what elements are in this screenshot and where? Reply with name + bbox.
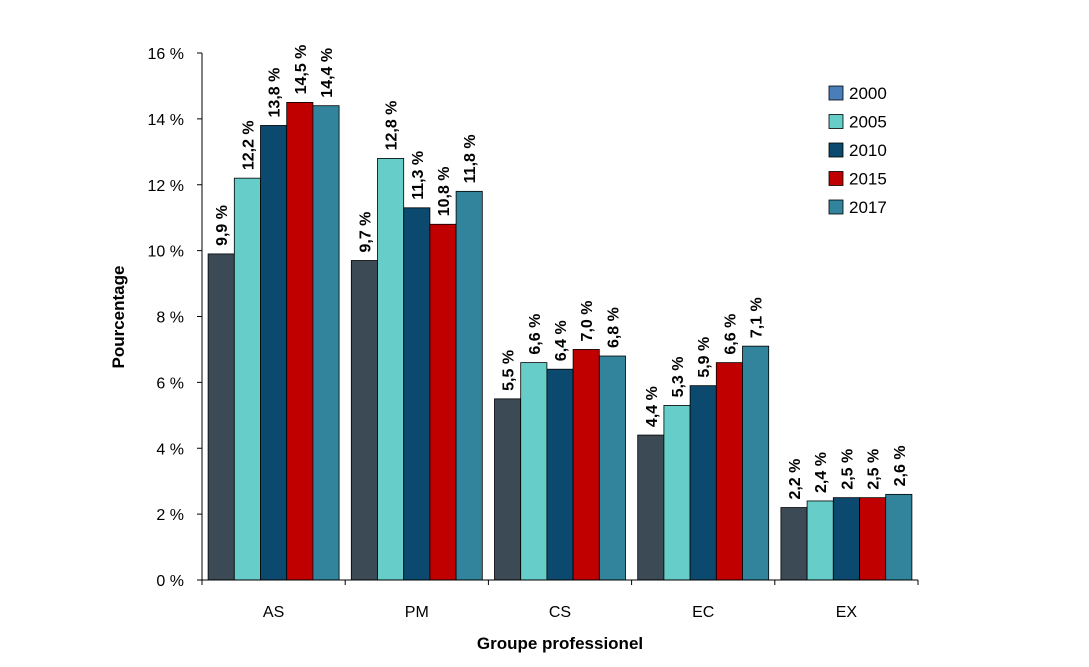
bar-pm-2005 bbox=[377, 157, 405, 581]
legend-label-2015: 2015 bbox=[849, 170, 887, 189]
y-tick-label: 0 % bbox=[156, 573, 184, 590]
legend-swatch-2005 bbox=[828, 114, 844, 129]
legend-swatch-2017 bbox=[828, 199, 844, 215]
y-tick-label: 12 % bbox=[148, 178, 184, 195]
data-label: 7,0 % bbox=[579, 301, 596, 342]
data-label: 12,2 % bbox=[240, 120, 257, 170]
data-label: 2,5 % bbox=[866, 449, 883, 490]
data-label: 9,9 % bbox=[214, 205, 231, 246]
data-label: 7,1 % bbox=[749, 297, 766, 338]
bar-as-2000 bbox=[207, 253, 235, 581]
bar-cs-2010 bbox=[546, 368, 574, 581]
data-label: 10,8 % bbox=[436, 166, 453, 216]
bar-cs-2005 bbox=[520, 362, 548, 581]
bar-pm-2010 bbox=[403, 207, 431, 581]
bar-cs-2000 bbox=[494, 398, 522, 581]
y-axis-title: Pourcentage bbox=[109, 266, 128, 369]
bar-ex-2010 bbox=[832, 497, 860, 581]
bar-pm-2000 bbox=[350, 260, 378, 581]
data-label: 11,8 % bbox=[462, 134, 479, 183]
y-tick-label: 8 % bbox=[156, 310, 184, 327]
legend-swatch-2000 bbox=[828, 85, 844, 101]
bar-ex-2005 bbox=[806, 500, 834, 581]
data-label: 2,2 % bbox=[787, 459, 804, 500]
data-label: 2,6 % bbox=[892, 445, 909, 486]
legend-label-2010: 2010 bbox=[849, 141, 887, 160]
data-label: 5,9 % bbox=[696, 337, 713, 378]
y-tick-label: 2 % bbox=[156, 507, 184, 524]
data-labels: 9,9 % 12,2 % 13,8 % 14,5 % 14,4 % 9,7 % 12,8 %… bbox=[214, 45, 909, 500]
bar-as-2015 bbox=[286, 102, 314, 581]
bar-ec-2000 bbox=[637, 434, 665, 581]
bars bbox=[207, 102, 913, 581]
y-tick-label: 14 % bbox=[148, 112, 184, 129]
data-label: 12,8 % bbox=[384, 101, 401, 151]
data-label: 11,3 % bbox=[410, 151, 427, 200]
y-tick-label: 6 % bbox=[156, 375, 184, 392]
x-tick-label: EC bbox=[692, 604, 714, 621]
y-axis-ticks: 0 % 2 % 4 % 6 % 8 % 10 % 12 % 14 % 16 % bbox=[148, 46, 202, 590]
bar-pm-2017 bbox=[455, 190, 483, 581]
legend-label-2017: 2017 bbox=[849, 198, 887, 217]
bar-as-2017 bbox=[312, 105, 340, 581]
legend-label-2000: 2000 bbox=[849, 84, 887, 103]
bar-ec-2017 bbox=[742, 345, 770, 581]
data-label: 5,3 % bbox=[670, 357, 687, 398]
bar-as-2005 bbox=[233, 177, 261, 581]
bar-ec-2005 bbox=[663, 405, 691, 581]
bar-ec-2015 bbox=[715, 362, 743, 581]
data-label: 4,4 % bbox=[644, 386, 661, 427]
data-label: 13,8 % bbox=[267, 68, 284, 118]
bar-ex-2015 bbox=[859, 497, 887, 581]
data-label: 14,4 % bbox=[319, 48, 336, 98]
legend-swatch-2010 bbox=[828, 142, 844, 158]
bar-as-2010 bbox=[260, 125, 288, 581]
x-tick-label: PM bbox=[405, 604, 429, 621]
data-label: 6,6 % bbox=[527, 314, 544, 355]
x-axis-ticks: AS PM CS EC EX bbox=[201, 580, 919, 621]
data-label: 5,5 % bbox=[501, 350, 518, 391]
x-tick-label: EX bbox=[836, 604, 858, 621]
data-label: 9,7 % bbox=[357, 212, 374, 253]
x-tick-label: CS bbox=[549, 604, 571, 621]
bar-ec-2010 bbox=[689, 385, 717, 581]
data-label: 14,5 % bbox=[293, 45, 310, 95]
x-axis-title: Groupe professionel bbox=[477, 634, 643, 653]
data-label: 6,6 % bbox=[722, 314, 739, 355]
data-label: 2,4 % bbox=[813, 452, 830, 493]
bar-ex-2017 bbox=[885, 493, 913, 581]
legend: 2000 2005 2010 2015 2017 bbox=[828, 84, 887, 217]
bar-ex-2000 bbox=[780, 507, 808, 581]
legend-label-2005: 2005 bbox=[849, 113, 887, 132]
data-label: 2,5 % bbox=[839, 449, 856, 490]
y-tick-label: 10 % bbox=[148, 244, 184, 261]
y-tick-label: 4 % bbox=[156, 441, 184, 458]
bar-pm-2015 bbox=[429, 223, 457, 581]
data-label: 6,8 % bbox=[605, 307, 622, 348]
data-label: 6,4 % bbox=[553, 320, 570, 361]
x-tick-label: AS bbox=[263, 604, 284, 621]
bar-cs-2015 bbox=[572, 349, 600, 581]
bar-cs-2017 bbox=[598, 355, 626, 581]
y-tick-label: 16 % bbox=[148, 46, 184, 63]
legend-swatch-2015 bbox=[828, 171, 844, 186]
